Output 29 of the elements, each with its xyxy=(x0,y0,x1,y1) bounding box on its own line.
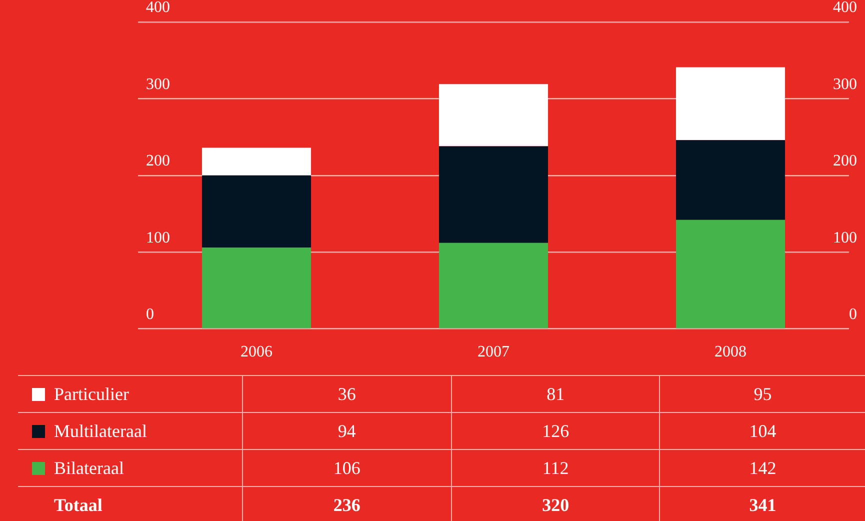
y2-tick-label: 100 xyxy=(833,229,857,246)
legend-label: Particulier xyxy=(18,376,242,412)
data-label: 126 xyxy=(451,412,660,450)
data-label: 36 xyxy=(242,376,452,412)
y-tick-label: 300 xyxy=(146,76,170,93)
x-tick-label: 2006 xyxy=(240,344,272,361)
data-label: 94 xyxy=(242,412,452,450)
data-label: 95 xyxy=(660,376,865,412)
data-label: 112 xyxy=(451,450,660,486)
text: 341 xyxy=(660,486,865,521)
y-tick-label: 0 xyxy=(146,306,154,324)
data-label: 142 xyxy=(660,450,865,486)
y-tick-label: 100 xyxy=(146,229,170,246)
text: 236 xyxy=(242,486,452,521)
y-tick-label: 400 xyxy=(146,0,170,16)
text: 320 xyxy=(451,486,660,521)
legend-label: Multilateraal xyxy=(18,412,242,450)
x-tick-label: 2008 xyxy=(714,344,746,361)
data-label: 106 xyxy=(242,450,452,486)
y-tick-label: 200 xyxy=(146,152,170,170)
y2-tick-label: 0 xyxy=(849,306,857,324)
data-label: 81 xyxy=(451,376,660,412)
legend-label: Bilateraal xyxy=(18,450,242,486)
data-label: 104 xyxy=(660,412,865,450)
y2-tick-label: 400 xyxy=(833,0,857,16)
x-tick-label: 2007 xyxy=(478,344,510,361)
y2-tick-label: 200 xyxy=(833,152,857,170)
y2-tick-label: 300 xyxy=(833,76,857,93)
text: Totaal xyxy=(18,486,242,521)
